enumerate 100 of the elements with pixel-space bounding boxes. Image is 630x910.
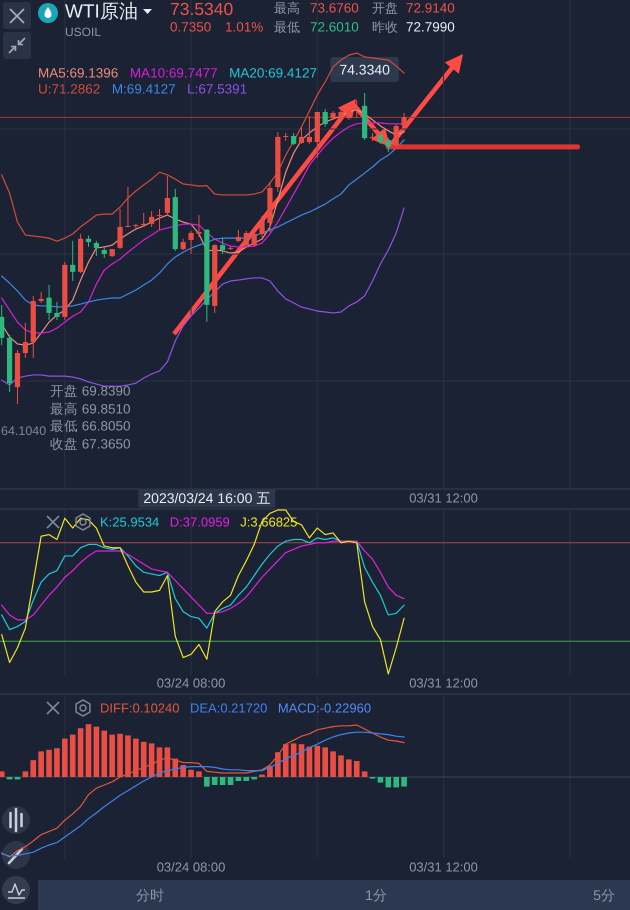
x-tick-label: 03/24 08:00 (156, 860, 226, 874)
bar (101, 730, 108, 777)
bar (346, 759, 352, 777)
bar (22, 771, 28, 777)
text: 72.6010 (310, 20, 359, 34)
bar (220, 777, 226, 785)
bar (228, 777, 234, 785)
bar (212, 777, 218, 785)
bar (314, 746, 320, 777)
text: 64.1040 (1, 424, 46, 438)
x-tick-label: 03/31 12:00 (409, 676, 478, 690)
bar (86, 724, 92, 777)
bar (322, 747, 328, 777)
bar (393, 777, 399, 788)
text: MA10:69.7477 (130, 66, 218, 80)
bar (282, 744, 289, 777)
candlestick (322, 108, 328, 128)
candlestick (338, 106, 344, 120)
candlestick (306, 115, 312, 144)
text: 0.7350 (170, 20, 212, 34)
chart-subtitle: USOIL (65, 25, 102, 39)
bar (125, 735, 131, 777)
chart-title: WTI原油 (65, 2, 138, 22)
bar (117, 734, 123, 777)
text: 开盘 (372, 0, 398, 16)
candlestick (0, 304, 4, 346)
bar (148, 743, 154, 777)
text: 最低 (274, 20, 300, 34)
text: U:71.2862 (38, 82, 100, 96)
candlestick (117, 208, 123, 250)
x-tick-label: 2023/03/24 16:00 五 (143, 490, 270, 506)
bar (62, 738, 68, 777)
text: 5分 (593, 887, 615, 903)
candlestick (180, 238, 186, 250)
bar (78, 728, 84, 777)
bar (109, 734, 115, 777)
text: 最低 66.8050 (50, 418, 131, 434)
candlestick (54, 301, 60, 320)
annotation: 最高 69.8510 (50, 402, 131, 416)
bar (236, 777, 242, 781)
candlestick (236, 229, 241, 243)
candlestick (102, 246, 107, 258)
bar (330, 751, 336, 777)
candlestick (298, 126, 304, 144)
candlestick (401, 112, 407, 128)
candlestick (70, 240, 76, 282)
annotation: 74.3340 (339, 62, 390, 78)
candlestick (354, 100, 360, 119)
bar (94, 726, 100, 777)
candlestick (220, 237, 226, 254)
bar (156, 747, 162, 777)
bar (188, 770, 194, 777)
x-tick-label: 03/31 12:00 (409, 860, 478, 874)
text: 1.01% (225, 20, 264, 34)
candlestick (164, 176, 170, 216)
text: MA5:69.1396 (38, 66, 118, 80)
candlestick (291, 132, 296, 146)
bar (140, 742, 147, 777)
candlestick (149, 210, 154, 228)
text: MACD:-0.22960 (278, 700, 372, 716)
bar (196, 771, 202, 777)
candlestick (156, 208, 162, 230)
candlestick (125, 186, 131, 228)
x-tick-label: 03/24 08:00 (156, 676, 226, 690)
bar (401, 777, 407, 787)
text: 分时 (136, 887, 164, 903)
text: 73.6760 (310, 0, 359, 16)
text: 73.5340 (170, 0, 234, 19)
candlestick (22, 322, 28, 358)
candlestick (38, 291, 44, 304)
bar (386, 777, 392, 788)
text: M:69.4127 (112, 82, 176, 96)
candlestick (252, 230, 257, 248)
bar (290, 743, 296, 777)
bar (30, 760, 36, 777)
bar (306, 746, 312, 777)
x-tick-label: 03/31 12:00 (409, 490, 478, 506)
bar (362, 771, 368, 777)
bar (38, 751, 44, 777)
bar (0, 771, 4, 777)
bar (164, 747, 170, 777)
candlestick (378, 132, 384, 144)
text: D:37.0959 (170, 514, 230, 530)
bar (46, 750, 52, 777)
bar (54, 748, 60, 777)
legend-label: MA20:69.4127 (229, 66, 317, 80)
text: 收盘 67.3650 (50, 436, 131, 452)
text: 最高 (274, 0, 300, 16)
candlestick (196, 214, 202, 238)
text: DIFF:0.10240 (100, 700, 180, 716)
candlestick (346, 108, 352, 120)
bar (378, 777, 384, 783)
text: 昨收 (372, 20, 398, 34)
candlestick (188, 230, 194, 254)
candlestick (86, 235, 92, 248)
bar (204, 777, 210, 787)
bar (298, 744, 304, 777)
annotation: 开盘 69.8390 (50, 384, 131, 398)
candlestick (94, 240, 99, 257)
text: 72.7990 (406, 20, 455, 34)
